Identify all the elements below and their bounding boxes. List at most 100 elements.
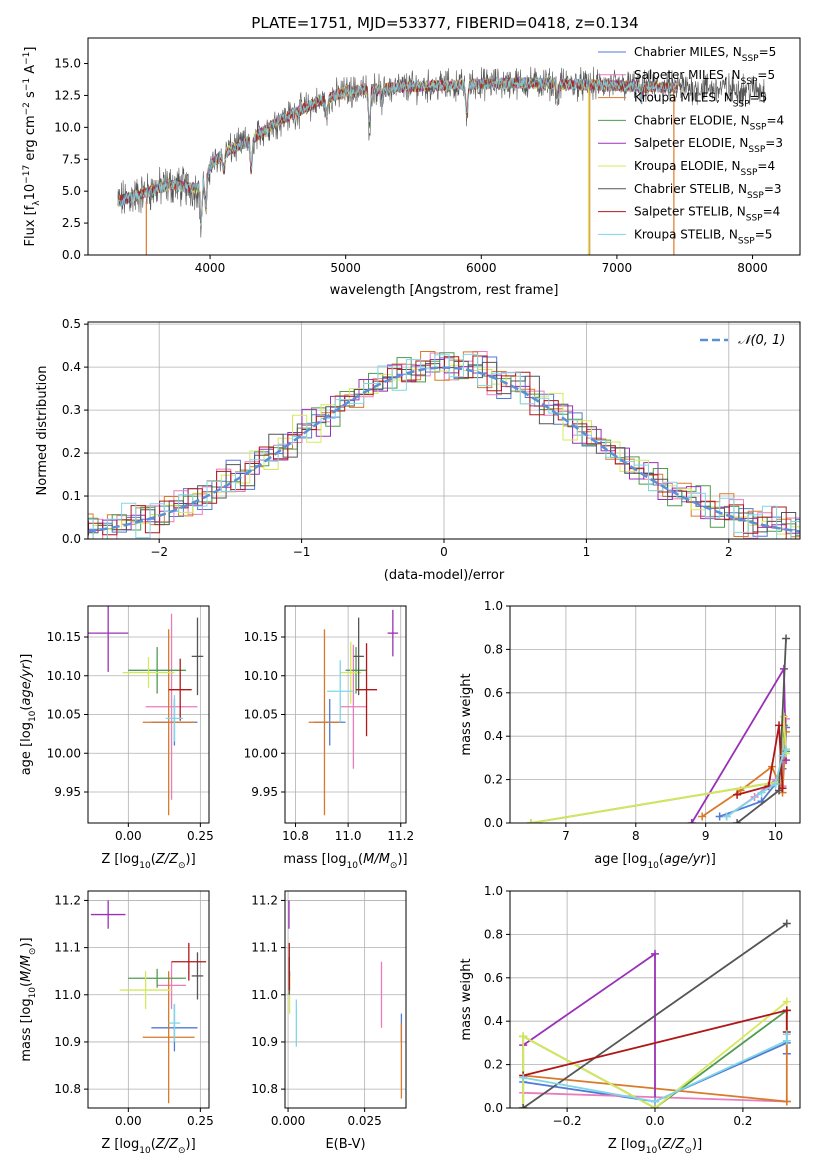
residuals-ylabel: Normed distribution xyxy=(35,366,50,496)
spectrum-legend-ssp: SSP xyxy=(742,54,759,64)
mass_vs_ebv-xtick-label: 0.025 xyxy=(347,1114,381,1128)
age_vs_mass-xlabel-part: M/M xyxy=(363,852,390,867)
age_vs_mass-xlabel-part: 10 xyxy=(347,861,359,871)
age_vs_mass-ytick-label: 9.95 xyxy=(251,785,278,799)
mass_weight_vs_Z-xlabel-part: ⊙ xyxy=(684,1146,692,1156)
mass_weight_vs_age-ylabel: mass weight xyxy=(459,673,474,755)
mass_vs_Z-xlabel-part: Z/Z xyxy=(155,1137,179,1152)
spectrum-legend-label: Kroupa MILES, NSSP=5 xyxy=(634,91,767,110)
mass_vs_ebv-xlabel-part: E(B-V) xyxy=(325,1137,365,1152)
residuals-ytick-label: 0.5 xyxy=(62,317,81,331)
spectrum-legend-eq: = xyxy=(764,182,774,196)
age_vs_Z-xlabel-part: ( xyxy=(151,852,156,867)
mass_weight_vs_Z-xlabel-part: )] xyxy=(692,1137,702,1152)
spectrum-legend-eq: = xyxy=(759,45,769,59)
mass_vs_Z-ylabel-part: M/M xyxy=(19,955,34,982)
spectrum-legend-nssp: 4 xyxy=(767,159,775,173)
spectrum-ytick-label: 10.0 xyxy=(54,120,81,134)
spectrum-xtick-label: 8000 xyxy=(737,261,768,275)
age_vs_mass-plot-area xyxy=(308,609,399,816)
spectrum-legend-ssp: SSP xyxy=(746,214,763,224)
spectrum-legend-label: Kroupa ELODIE, NSSP=4 xyxy=(634,159,775,178)
mass_vs_ebv-panel: 0.000 0.025 10.8 10.9 11.0 11.1 11.2 E(B-V) xyxy=(251,890,407,1152)
mass_weight_vs_Z-xlabel-part: 10 xyxy=(646,1146,658,1156)
mass-weight-marker xyxy=(782,745,791,754)
mass-weight-marker xyxy=(526,819,535,823)
spectrum-legend-label: Chabrier MILES, NSSP=5 xyxy=(634,45,776,64)
spectrum-legend-eq: = xyxy=(763,205,773,219)
spectrum-ylabel-part: erg cm xyxy=(23,115,38,164)
age_vs_Z-ytick-label: 10.10 xyxy=(47,669,81,683)
spectrum-ytick-label: 7.5 xyxy=(62,152,81,166)
spectrum-legend-n: , N xyxy=(724,159,741,173)
residuals-xtick-label: −1 xyxy=(293,545,311,559)
spectrum-legend-eq: = xyxy=(757,68,767,82)
spectrum-legend-eq: = xyxy=(757,159,767,173)
residuals-ytick-label: 0.2 xyxy=(62,446,81,460)
spectrum-xtick-label: 7000 xyxy=(602,261,633,275)
mass-weight-marker xyxy=(651,949,659,958)
mass-weight-marker xyxy=(687,819,696,823)
mass_vs_ebv-xtick-label: 0.000 xyxy=(271,1114,305,1128)
spectrum-legend-n: , N xyxy=(732,136,749,150)
age_vs_mass-xtick-label: 10.8 xyxy=(282,829,309,843)
mass_vs_Z-ylabel-part: ( xyxy=(19,982,34,987)
mass_vs_Z-plot-area xyxy=(90,900,207,1104)
spectrum-legend-label: Salpeter MILES, NSSP=5 xyxy=(634,68,775,87)
residuals-ytick-label: 0.0 xyxy=(62,532,81,546)
mass_vs_Z-ytick-label: 10.8 xyxy=(54,1082,81,1096)
spectrum-legend-ssp: SSP xyxy=(738,236,755,246)
mass_vs_ebv-plot-area xyxy=(288,900,403,1099)
age_vs_Z-ylabel-part: )] xyxy=(19,654,34,664)
mass-weight-marker xyxy=(782,1030,791,1039)
mass_weight_vs_Z-panel: −0.2 0.0 0.2 0.0 0.2 0.4 0.6 0.8 1.0 Z [log10(Z/Z… xyxy=(459,884,801,1156)
spectrum-legend-ssp: SSP xyxy=(741,77,758,87)
mass-weight-marker xyxy=(722,812,731,821)
spectrum-ylabel-part: Flux [f xyxy=(23,205,38,246)
spectrum-xtick-label: 4000 xyxy=(195,261,226,275)
residuals-ytick-label: 0.3 xyxy=(62,403,81,417)
age_vs_Z-ylabel: age [log10(age/yr)] xyxy=(19,654,38,776)
spectrum-legend-n: , N xyxy=(724,68,741,82)
spectrum-ylabel-part: ] xyxy=(23,47,38,52)
mass_weight_vs_age-xlabel: age [log10(age/yr)] xyxy=(594,852,716,871)
spectrum-model-line xyxy=(117,76,679,223)
age_vs_Z-xlabel: Z [log10(Z/Z⊙)] xyxy=(101,852,195,871)
mass-weight-marker xyxy=(519,1104,528,1108)
spectrum-ylabel-part: −1 xyxy=(22,52,32,65)
residuals-plot-area xyxy=(88,351,800,539)
age_vs_Z-xlabel-part: )] xyxy=(186,852,196,867)
mass_weight_vs_age-ytick-label: 1.0 xyxy=(484,599,503,613)
mass_weight_vs_Z-ytick-label: 1.0 xyxy=(484,884,503,898)
spectrum-legend-label: Salpeter ELODIE, NSSP=3 xyxy=(634,136,783,155)
spectrum-legend-label: Chabrier ELODIE, NSSP=4 xyxy=(634,113,784,132)
age_vs_Z-ytick-label: 10.00 xyxy=(47,746,81,760)
spectrum-legend-name: Kroupa MILES xyxy=(634,91,716,105)
mass_vs_ebv-ytick-label: 11.2 xyxy=(251,893,278,907)
mass_vs_ebv-ytick-label: 10.8 xyxy=(251,1082,278,1096)
spectrum-model-line xyxy=(117,76,678,225)
age_vs_mass-xlabel-part: ( xyxy=(358,852,363,867)
mass_vs_Z-xtick-label: 0.25 xyxy=(187,1114,214,1128)
mass-weight-marker xyxy=(782,634,791,643)
residuals-ytick-label: 0.1 xyxy=(62,489,81,503)
mass-weight-marker xyxy=(733,819,742,823)
residuals-xtick-label: 2 xyxy=(725,545,733,559)
spectrum-legend-nssp: 5 xyxy=(769,45,777,59)
mass_weight_vs_Z-xlabel-part: ( xyxy=(657,1137,662,1152)
mass_vs_Z-xlabel-part: ( xyxy=(151,1137,156,1152)
mass-weight-marker xyxy=(651,1097,659,1106)
mass_vs_ebv-ytick-label: 11.1 xyxy=(251,941,278,955)
mass_weight_vs_age-ytick-label: 0.2 xyxy=(484,773,503,787)
spectrum-legend-nssp: 4 xyxy=(773,205,781,219)
mass_weight_vs_age-xlabel-part: )] xyxy=(706,852,716,867)
mass_vs_Z-ylabel-part: 10 xyxy=(28,987,38,999)
spectrum-ylabel-part: −1 xyxy=(22,78,32,91)
mass_weight_vs_Z-ytick-label: 0.0 xyxy=(484,1101,503,1115)
residuals-xtick-label: 1 xyxy=(583,545,591,559)
mass-weight-marker xyxy=(782,997,791,1006)
spectrum-legend-nssp: 4 xyxy=(777,113,785,127)
spectrum-legend-name: Salpeter STELIB xyxy=(634,205,729,219)
